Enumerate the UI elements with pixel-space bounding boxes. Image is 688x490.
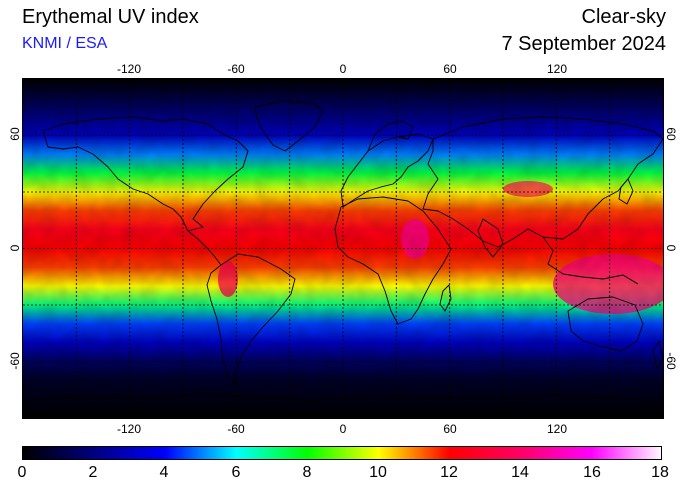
lon-tick-bottom: 0 [339, 422, 347, 436]
coast-africa [334, 196, 452, 325]
coast-greenland [254, 100, 324, 152]
coast-asia [422, 116, 663, 248]
colorbar-gradient [23, 447, 661, 459]
lat-tick-left: -60 [8, 352, 22, 370]
lon-tick-bottom: -60 [227, 422, 245, 436]
lat-tick-left: 60 [8, 127, 22, 141]
colorbar-label: 8 [302, 464, 312, 481]
lon-tick-bottom: 60 [443, 422, 457, 436]
lon-tick-bottom: 120 [546, 422, 568, 436]
colorbar-label: 4 [159, 464, 169, 481]
uv-index-map [22, 78, 664, 419]
coast-india [477, 218, 504, 258]
lon-tick-top: -60 [227, 62, 245, 76]
lat-tick-right: 0 [664, 244, 678, 252]
coastlines [23, 100, 663, 402]
coast-europe [340, 133, 434, 208]
colorbar-label: 2 [88, 464, 98, 481]
lon-tick-top: -120 [116, 62, 142, 76]
colorbar-label: 12 [440, 464, 458, 481]
sky-mode-label: Clear-sky [581, 6, 666, 28]
coast-antarctica [23, 392, 663, 402]
lon-tick-bottom: -120 [116, 422, 142, 436]
uv-map-canvas [23, 79, 663, 418]
lat-tick-right: -60 [664, 352, 678, 370]
coast-se-asia [542, 236, 639, 285]
coast-japan [618, 178, 634, 205]
coast-australia [567, 296, 644, 352]
colorbar-label: 10 [369, 464, 387, 481]
lat-tick-left: 0 [8, 244, 22, 252]
coast-south-america [206, 253, 296, 386]
coast-north-america [42, 116, 249, 232]
lat-tick-right: 60 [664, 127, 678, 141]
coast-scandinavia [367, 120, 414, 152]
colorbar [22, 446, 662, 460]
coast-new-zealand [652, 340, 663, 370]
colorbar-label: 14 [511, 464, 529, 481]
date-label: 7 September 2024 [501, 33, 666, 55]
title: Erythemal UV index [22, 6, 199, 28]
colorbar-label: 6 [231, 464, 241, 481]
coast-central-america [187, 230, 222, 266]
colorbar-label: 16 [583, 464, 601, 481]
lon-tick-top: 60 [443, 62, 457, 76]
colorbar-label: 18 [651, 464, 669, 481]
lon-tick-top: 120 [546, 62, 568, 76]
colorbar-label: 0 [17, 464, 27, 481]
lon-tick-top: 0 [339, 62, 347, 76]
graticule [23, 79, 663, 418]
source-label: KNMI / ESA [22, 35, 108, 52]
